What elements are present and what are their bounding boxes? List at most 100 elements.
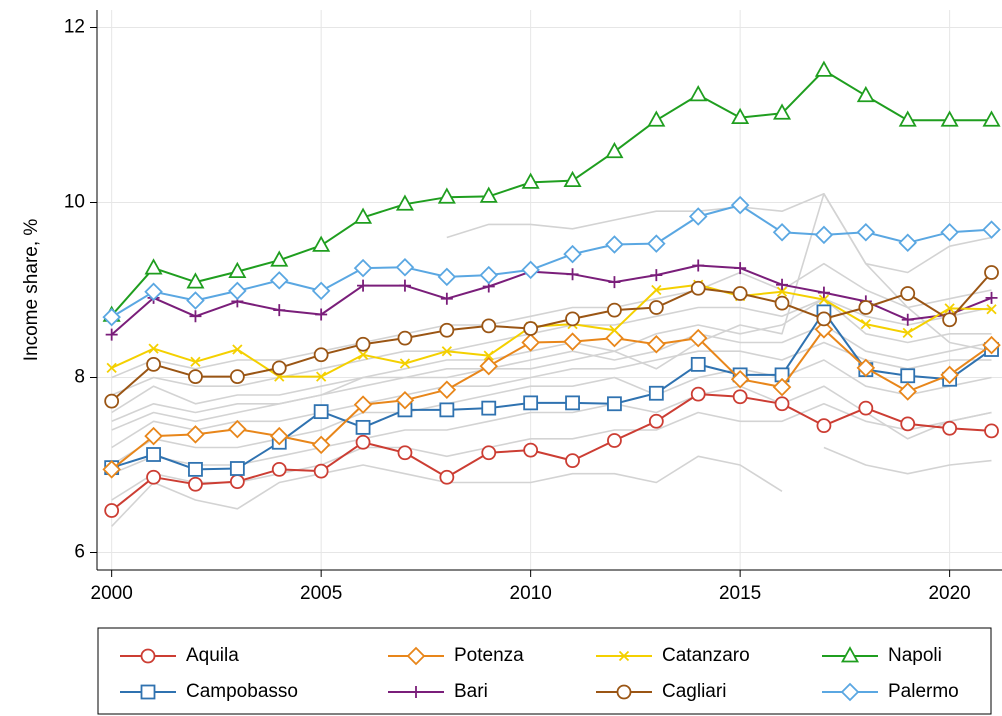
point [607,396,622,412]
x-tick-label: 2015 [719,583,761,604]
legend-marker [840,646,860,663]
point [186,425,205,444]
point [985,291,998,304]
series-line [111,328,993,471]
point [439,322,455,338]
point [441,346,452,357]
point [900,416,916,432]
point [565,311,580,327]
point [190,356,201,367]
point [312,235,331,252]
point [982,335,1001,355]
point [856,85,875,103]
point [353,395,373,414]
point [818,294,830,305]
point [523,321,539,336]
background-line [446,193,992,274]
point [816,311,832,327]
point [102,307,121,327]
point [521,333,540,352]
point [146,469,161,485]
point [437,267,457,287]
point [148,343,159,354]
legend-marker [140,684,156,700]
point [228,261,247,279]
point [647,334,666,354]
series-line [111,283,992,378]
point [316,371,327,382]
point [397,445,413,461]
point [229,369,245,385]
point [856,222,876,242]
point [814,60,833,77]
point [315,308,328,321]
legend-label: Aquila [186,645,239,666]
background-line [111,359,992,466]
point [189,310,202,323]
point [858,300,874,315]
y-tick-label: 12 [64,17,85,38]
point [437,380,457,400]
x-tick-label: 2010 [510,583,552,604]
point [605,235,624,254]
point [313,404,329,420]
point [399,358,411,369]
series-line [111,204,992,318]
point [228,419,247,439]
point [774,396,790,412]
point [523,442,539,458]
point [734,262,747,275]
point [228,281,247,301]
point [353,258,373,278]
point [986,304,997,315]
legend-marker [840,682,860,702]
point [271,461,287,477]
point [688,328,708,348]
point [565,453,580,469]
point [395,390,415,410]
point [354,207,373,224]
point [730,369,750,389]
point [860,318,871,330]
point [647,110,666,127]
background-line [111,324,992,431]
point [902,327,913,339]
legend-marker [618,650,630,662]
point [439,469,455,485]
point [900,368,916,384]
point [732,389,748,405]
x-tick-label: 2000 [91,583,133,604]
point [773,103,792,120]
point [188,369,203,385]
point [273,304,286,317]
background-line [111,193,992,423]
point [774,295,790,311]
point [690,280,706,296]
point [144,426,163,446]
point [772,222,792,242]
point [188,461,203,477]
point [146,356,161,372]
point [521,260,540,280]
point [313,463,329,479]
series-line [111,271,993,402]
background-line [111,297,992,396]
point [311,281,331,301]
point [898,110,917,127]
legend-marker [410,686,422,698]
x-tick-label: 2020 [928,583,970,604]
point [355,336,371,352]
point [647,234,666,253]
point [816,418,832,434]
point [439,402,455,418]
point [398,279,411,292]
point [313,347,329,363]
point [942,420,958,436]
point [481,400,497,416]
point [605,328,624,348]
y-tick-label: 8 [74,367,85,388]
point [772,377,792,397]
point [105,328,118,341]
point [940,222,959,242]
